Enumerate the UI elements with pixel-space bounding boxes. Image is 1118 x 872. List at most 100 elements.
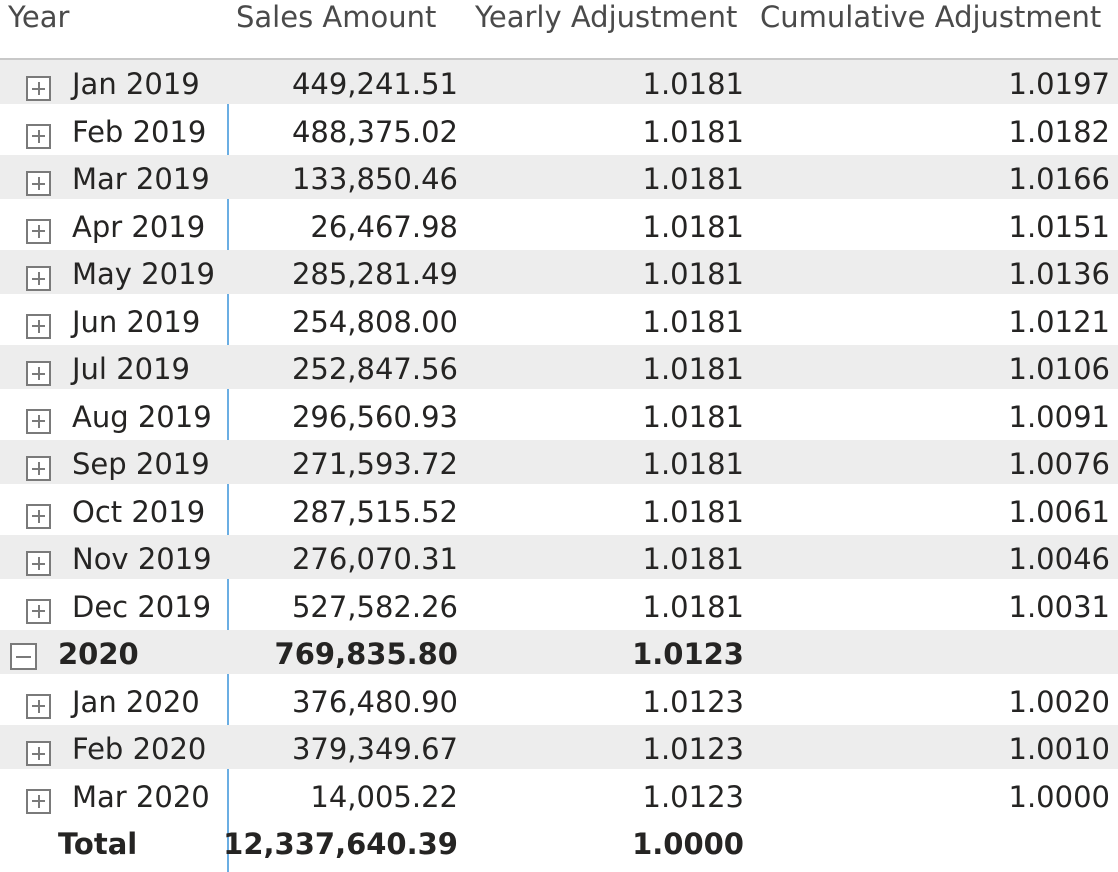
cumulative-adjustment-cell: 1.0197 xyxy=(1008,67,1110,101)
table-row: Sep 2019 271,593.72 1.0181 1.0076 xyxy=(0,440,1118,488)
expand-plus-icon[interactable] xyxy=(26,266,51,291)
table-row: Mar 2020 14,005.22 1.0123 1.0000 xyxy=(0,773,1118,821)
row-band xyxy=(0,250,1118,294)
cumulative-adjustment-cell: 1.0166 xyxy=(1008,162,1110,196)
yearly-adjustment-cell: 1.0181 xyxy=(642,352,744,386)
row-band xyxy=(0,155,1118,199)
cumulative-adjustment-cell: 1.0121 xyxy=(1008,304,1110,339)
row-band xyxy=(0,725,1118,769)
cumulative-adjustment-cell: 1.0010 xyxy=(1008,732,1110,766)
expand-plus-icon[interactable] xyxy=(26,313,51,339)
yearly-adjustment-cell: 1.0181 xyxy=(642,494,744,529)
row-label: Sep 2019 xyxy=(72,447,210,481)
table-row: Jan 2020 376,480.90 1.0123 1.0020 xyxy=(0,678,1118,726)
expand-plus-icon[interactable] xyxy=(26,598,51,624)
yearly-adjustment-cell: 1.0181 xyxy=(642,162,744,196)
sales-amount-total-cell: 12,337,640.39 xyxy=(223,827,458,861)
expand-plus-icon[interactable] xyxy=(26,693,51,719)
year-group-row: 2020 769,835.80 1.0123 xyxy=(0,630,1118,678)
expand-plus-icon[interactable] xyxy=(26,551,51,576)
expand-plus-icon[interactable] xyxy=(26,788,51,814)
row-band xyxy=(0,345,1118,389)
row-label: Dec 2019 xyxy=(72,589,212,624)
cumulative-adjustment-cell: 1.0136 xyxy=(1008,257,1110,291)
table-row: Apr 2019 26,467.98 1.0181 1.0151 xyxy=(0,203,1118,251)
sales-amount-cell: 254,808.00 xyxy=(291,304,458,339)
yearly-adjustment-cell: 1.0123 xyxy=(642,684,744,719)
row-band xyxy=(0,535,1118,579)
cumulative-adjustment-cell: 1.0061 xyxy=(1008,494,1110,529)
header-yearly-adjustment[interactable]: Yearly Adjustment xyxy=(475,0,738,34)
collapse-minus-icon[interactable] xyxy=(10,643,37,670)
sales-amount-cell: 252,847.56 xyxy=(291,352,458,386)
sales-amount-cell: 271,593.72 xyxy=(291,447,458,481)
row-label: Jul 2019 xyxy=(72,352,191,386)
yearly-adjustment-cell: 1.0181 xyxy=(642,114,744,149)
row-band xyxy=(0,440,1118,484)
expand-plus-icon[interactable] xyxy=(26,503,51,529)
yearly-adjustment-cell: 1.0181 xyxy=(642,542,744,576)
cumulative-adjustment-cell: 1.0046 xyxy=(1008,542,1110,576)
expand-plus-icon[interactable] xyxy=(26,361,51,386)
sales-amount-cell: 296,560.93 xyxy=(291,399,458,434)
table-row: Nov 2019 276,070.31 1.0181 1.0046 xyxy=(0,535,1118,583)
row-label: Jan 2019 xyxy=(72,67,200,101)
yearly-adjustment-cell: 1.0181 xyxy=(642,589,744,624)
yearly-adjustment-cell: 1.0181 xyxy=(642,209,744,244)
header-cumulative-adjustment[interactable]: Cumulative Adjustment xyxy=(760,0,1102,34)
table-row: May 2019 285,281.49 1.0181 1.0136 xyxy=(0,250,1118,298)
header-sales-amount[interactable]: Sales Amount xyxy=(236,0,437,34)
row-label: Nov 2019 xyxy=(72,542,212,576)
table-row: Aug 2019 296,560.93 1.0181 1.0091 xyxy=(0,393,1118,441)
sales-amount-cell: 276,070.31 xyxy=(291,542,458,576)
matrix-body: Jan 2019 449,241.51 1.0181 1.0197 Feb 20… xyxy=(0,60,1118,868)
cumulative-adjustment-cell: 1.0020 xyxy=(1008,684,1110,719)
row-band xyxy=(0,60,1118,104)
yearly-adjustment-cell: 1.0123 xyxy=(632,637,744,671)
sales-amount-cell: 287,515.52 xyxy=(291,494,458,529)
total-label: Total xyxy=(58,827,138,861)
table-row: Feb 2019 488,375.02 1.0181 1.0182 xyxy=(0,108,1118,156)
sales-amount-cell: 26,467.98 xyxy=(310,209,458,244)
table-row: Jun 2019 254,808.00 1.0181 1.0121 xyxy=(0,298,1118,346)
sales-amount-cell: 376,480.90 xyxy=(291,684,458,719)
sales-amount-cell: 133,850.46 xyxy=(291,162,458,196)
year-label: 2020 xyxy=(58,637,139,671)
cumulative-adjustment-cell: 1.0182 xyxy=(1008,114,1110,149)
expand-plus-icon[interactable] xyxy=(26,408,51,434)
header-year[interactable]: Year xyxy=(8,0,70,34)
expand-plus-icon[interactable] xyxy=(26,218,51,244)
sales-amount-cell: 488,375.02 xyxy=(291,114,458,149)
yearly-adjustment-cell: 1.0123 xyxy=(642,779,744,814)
row-label: Apr 2019 xyxy=(72,209,206,244)
column-header-row: Year Sales Amount Yearly Adjustment Cumu… xyxy=(0,0,1118,60)
yearly-adjustment-cell: 1.0123 xyxy=(642,732,744,766)
expand-plus-icon[interactable] xyxy=(26,171,51,196)
expand-plus-icon[interactable] xyxy=(26,741,51,766)
cumulative-adjustment-cell: 1.0106 xyxy=(1008,352,1110,386)
yearly-adjustment-cell: 1.0181 xyxy=(642,447,744,481)
cumulative-adjustment-cell: 1.0151 xyxy=(1008,209,1110,244)
row-label: Aug 2019 xyxy=(72,399,212,434)
sales-amount-cell: 449,241.51 xyxy=(291,67,458,101)
expand-plus-icon[interactable] xyxy=(26,456,51,481)
sales-amount-cell: 769,835.80 xyxy=(274,637,458,671)
table-row: Dec 2019 527,582.26 1.0181 1.0031 xyxy=(0,583,1118,631)
row-label: Jan 2020 xyxy=(72,684,200,719)
table-row: Jul 2019 252,847.56 1.0181 1.0106 xyxy=(0,345,1118,393)
expand-plus-icon[interactable] xyxy=(26,76,51,101)
sales-amount-cell: 527,582.26 xyxy=(291,589,458,624)
row-label: May 2019 xyxy=(72,257,215,291)
total-row: Total 12,337,640.39 1.0000 xyxy=(0,820,1118,868)
yearly-adjustment-cell: 1.0181 xyxy=(642,67,744,101)
table-row: Oct 2019 287,515.52 1.0181 1.0061 xyxy=(0,488,1118,536)
table-row: Mar 2019 133,850.46 1.0181 1.0166 xyxy=(0,155,1118,203)
cumulative-adjustment-cell: 1.0000 xyxy=(1008,779,1110,814)
row-label: Oct 2019 xyxy=(72,494,206,529)
expand-plus-icon[interactable] xyxy=(26,123,51,149)
cumulative-adjustment-cell: 1.0076 xyxy=(1008,447,1110,481)
sales-amount-cell: 379,349.67 xyxy=(291,732,458,766)
table-row: Feb 2020 379,349.67 1.0123 1.0010 xyxy=(0,725,1118,773)
table-row: Jan 2019 449,241.51 1.0181 1.0197 xyxy=(0,60,1118,108)
